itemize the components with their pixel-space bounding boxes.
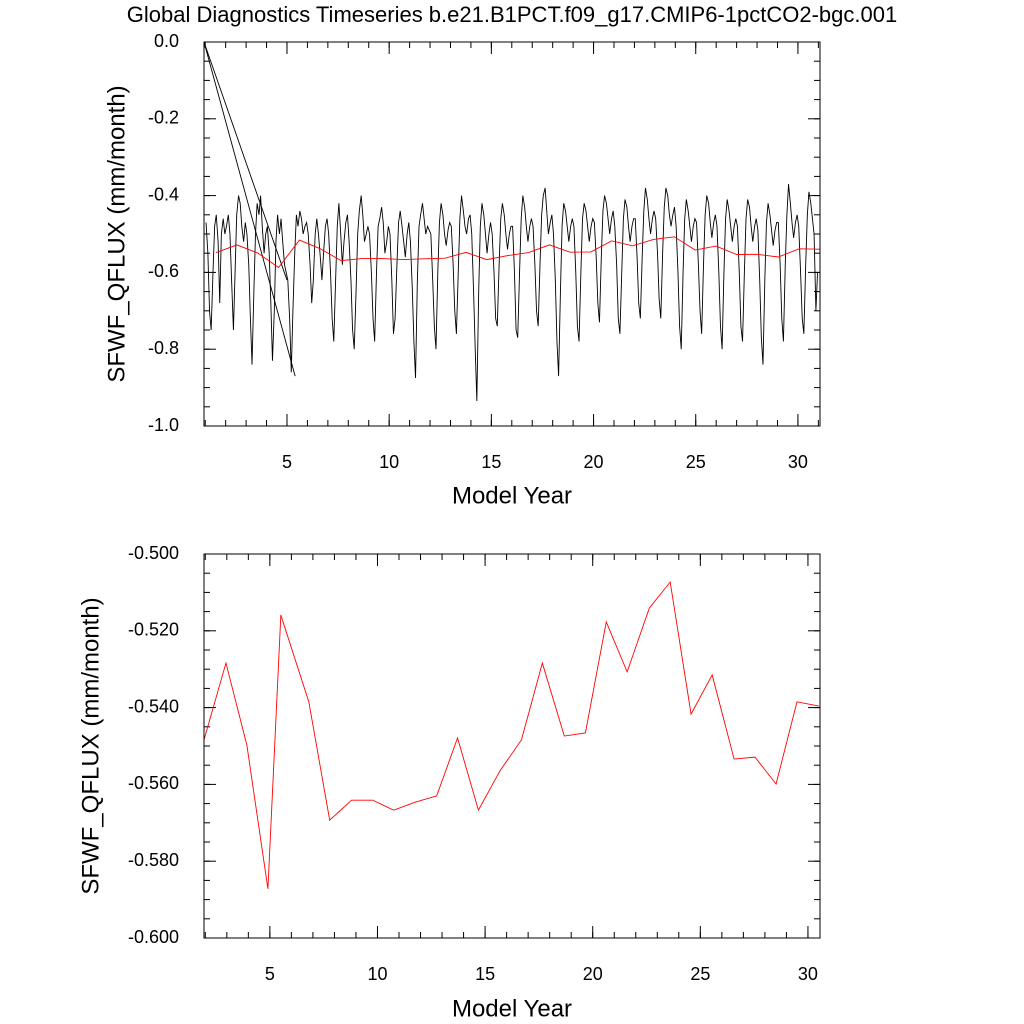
x-tick-label: 20 xyxy=(583,964,603,984)
y-tick-label: -0.500 xyxy=(128,543,179,563)
data-line xyxy=(215,236,821,269)
chart-title: Global Diagnostics Timeseries b.e21.B1PC… xyxy=(127,2,897,27)
y-axis-title: SFWF_QFLUX (mm/month) xyxy=(77,597,104,894)
y-tick-label: -0.4 xyxy=(148,184,179,204)
x-tick-label: 20 xyxy=(584,452,604,472)
y-tick-label: -0.580 xyxy=(128,850,179,870)
data-line xyxy=(203,580,820,889)
x-tick-label: 15 xyxy=(475,964,495,984)
y-tick-label: -0.8 xyxy=(148,338,179,358)
x-tick-label: 25 xyxy=(686,452,706,472)
y-tick-label: -0.2 xyxy=(148,108,179,128)
y-tick-label: -0.520 xyxy=(128,620,179,640)
x-tick-label: 15 xyxy=(481,452,501,472)
x-axis-title: Model Year xyxy=(452,482,572,509)
x-tick-label: 30 xyxy=(788,452,808,472)
x-tick-label: 5 xyxy=(265,964,275,984)
y-axis-title: SFWF_QFLUX (mm/month) xyxy=(103,85,130,382)
y-tick-label: -0.6 xyxy=(148,261,179,281)
plot-frame xyxy=(203,41,821,427)
x-tick-label: 10 xyxy=(367,964,387,984)
y-tick-label: -0.600 xyxy=(128,927,179,947)
x-tick-label: 25 xyxy=(690,964,710,984)
x-tick-label: 5 xyxy=(282,452,292,472)
y-tick-label: -0.540 xyxy=(128,696,179,716)
x-tick-label: 30 xyxy=(798,964,818,984)
x-axis-title: Model Year xyxy=(452,995,572,1022)
data-line xyxy=(205,184,818,402)
y-tick-label: -1.0 xyxy=(148,415,179,435)
plot-frame xyxy=(203,553,821,939)
y-tick-label: -0.560 xyxy=(128,773,179,793)
x-tick-label: 10 xyxy=(379,452,399,472)
y-tick-label: 0.0 xyxy=(154,31,179,51)
data-line xyxy=(203,41,296,377)
